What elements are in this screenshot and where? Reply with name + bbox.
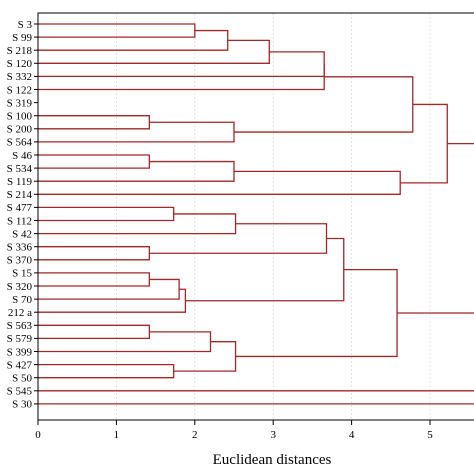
leaf-label-6: S 319	[7, 97, 33, 109]
dendrogram-link-3	[38, 51, 325, 78]
dendrogram-link-23	[173, 341, 237, 372]
x-tick-label-5: 5	[427, 429, 433, 441]
leaf-label-7: S 100	[7, 111, 33, 123]
leaf-label-29: S 30	[12, 399, 32, 411]
dendrogram-link-22	[38, 363, 175, 379]
dendrogram-link-15	[149, 223, 328, 254]
x-axis-ticks: 0 1 2 3 4 5	[35, 420, 433, 441]
dendrogram-link-9	[38, 160, 235, 182]
dendrogram-link-19	[185, 237, 345, 302]
leaf-label-15: S 112	[7, 215, 32, 227]
leaf-label-13: S 214	[7, 189, 33, 201]
leaf-label-11: S 534	[7, 163, 33, 175]
dendrogram-link-18	[38, 288, 187, 313]
leaf-label-26: S 427	[7, 359, 33, 371]
x-tick-label-0: 0	[35, 429, 41, 441]
leaf-label-1: S 99	[12, 32, 32, 44]
dendrogram-link-21	[38, 331, 212, 353]
grid-lines	[116, 13, 431, 420]
leaf-label-0: S 3	[18, 19, 33, 31]
dendrogram-link-2	[38, 39, 270, 64]
dendrogram-link-4	[38, 64, 325, 91]
dendrogram-link-7	[234, 76, 414, 133]
dendrogram-link-24	[235, 268, 398, 358]
leaf-label-16: S 42	[12, 228, 32, 240]
dendrogram-links	[38, 23, 474, 405]
leaf-label-14: S 477	[7, 202, 33, 214]
leaf-label-19: S 15	[12, 268, 32, 280]
leaf-label-3: S 120	[7, 58, 33, 70]
plot-frame	[37, 12, 474, 421]
x-tick-label-1: 1	[114, 429, 120, 441]
x-tick-label-3: 3	[270, 429, 276, 441]
leaf-label-10: S 46	[12, 150, 32, 162]
dendrogram-link-14	[38, 246, 150, 261]
leaf-label-5: S 122	[7, 84, 32, 96]
leaf-label-18: S 370	[7, 255, 33, 267]
leaf-label-22: 212 a	[8, 307, 32, 319]
dendrogram-link-11	[400, 103, 448, 184]
dendrogram-link-17	[38, 278, 180, 300]
leaf-label-27: S 50	[12, 373, 32, 385]
dendrogram-link-10	[38, 170, 401, 195]
x-tick-label-4: 4	[349, 429, 355, 441]
leaf-label-8: S 200	[7, 124, 33, 136]
dendrogram-link-25	[38, 312, 474, 392]
leaf-label-21: S 70	[12, 294, 32, 306]
dendrogram-link-20	[38, 324, 150, 340]
leaf-label-28: S 545	[7, 386, 33, 398]
x-axis-title: Euclidean distances	[213, 452, 332, 468]
leaf-label-4: S 332	[7, 71, 32, 83]
leaf-label-17: S 336	[7, 242, 33, 254]
dendrogram-link-1	[38, 29, 229, 51]
leaf-label-20: S 320	[7, 281, 33, 293]
leaf-label-23: S 563	[7, 320, 33, 332]
x-tick-label-2: 2	[192, 429, 198, 441]
leaf-label-9: S 564	[7, 137, 33, 149]
dendrogram-link-8	[38, 154, 150, 169]
dendrogram-link-16	[38, 272, 150, 287]
leaf-label-2: S 218	[7, 45, 33, 57]
leaf-label-25: S 399	[7, 346, 33, 358]
dendrogram-link-5	[38, 115, 150, 130]
dendrogram-link-13	[38, 213, 237, 235]
leaf-label-12: S 119	[7, 176, 32, 188]
dendrogram-link-12	[38, 206, 175, 222]
leaf-label-24: S 579	[7, 333, 33, 345]
dendrogram-link-27	[447, 142, 474, 145]
dendrogram-link-6	[38, 121, 235, 143]
dendrogram-link-26	[38, 403, 474, 405]
